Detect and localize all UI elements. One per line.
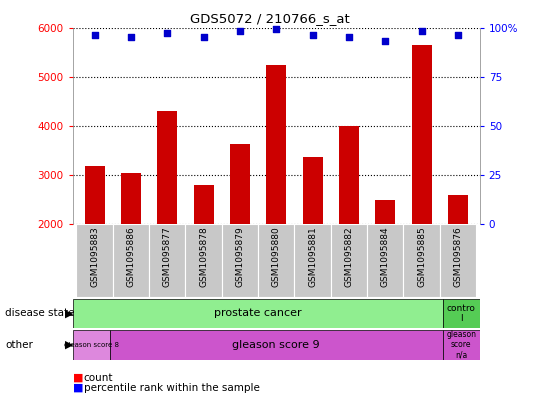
Text: GSM1095878: GSM1095878 <box>199 226 208 287</box>
Bar <box>149 224 185 297</box>
Text: GSM1095882: GSM1095882 <box>344 226 354 287</box>
Bar <box>440 224 476 297</box>
Bar <box>157 110 177 322</box>
Text: GSM1095885: GSM1095885 <box>417 226 426 287</box>
Text: GSM1095883: GSM1095883 <box>90 226 99 287</box>
Point <box>417 28 426 35</box>
Text: ■: ■ <box>73 383 83 393</box>
Bar <box>77 224 113 297</box>
Bar <box>73 330 110 360</box>
Bar <box>302 157 322 322</box>
Bar <box>266 65 286 322</box>
Point <box>454 32 462 39</box>
Text: gleason
score
n/a: gleason score n/a <box>446 330 476 360</box>
Text: GSM1095886: GSM1095886 <box>127 226 135 287</box>
Point <box>308 32 317 39</box>
Bar <box>331 224 367 297</box>
Point <box>127 34 135 40</box>
Bar <box>294 224 331 297</box>
Text: ▶: ▶ <box>65 340 73 350</box>
Text: percentile rank within the sample: percentile rank within the sample <box>84 383 259 393</box>
Bar <box>412 45 432 322</box>
Point <box>199 34 208 40</box>
Bar <box>185 224 222 297</box>
Text: GSM1095884: GSM1095884 <box>381 226 390 287</box>
Point <box>236 28 244 35</box>
Text: GSM1095877: GSM1095877 <box>163 226 172 287</box>
Bar <box>375 200 395 322</box>
Bar <box>367 224 403 297</box>
Text: GDS5072 / 210766_s_at: GDS5072 / 210766_s_at <box>190 12 349 25</box>
Point <box>163 30 171 37</box>
Text: other: other <box>5 340 33 350</box>
Bar <box>110 330 443 360</box>
Text: prostate cancer: prostate cancer <box>214 309 301 318</box>
Text: contro
l: contro l <box>447 304 475 323</box>
Bar <box>194 185 213 322</box>
Bar <box>403 224 440 297</box>
Text: GSM1095881: GSM1095881 <box>308 226 317 287</box>
Point <box>381 38 390 44</box>
Text: ■: ■ <box>73 373 83 383</box>
Text: GSM1095876: GSM1095876 <box>453 226 462 287</box>
Bar <box>230 144 250 322</box>
Text: GSM1095879: GSM1095879 <box>236 226 244 287</box>
Bar <box>85 166 105 322</box>
Point <box>344 34 353 40</box>
Text: disease state: disease state <box>5 309 75 318</box>
Text: GSM1095880: GSM1095880 <box>272 226 281 287</box>
Text: ▶: ▶ <box>65 309 73 318</box>
Bar <box>222 224 258 297</box>
Point <box>90 32 99 39</box>
Text: gleason score 9: gleason score 9 <box>232 340 320 350</box>
Bar <box>443 330 480 360</box>
Text: gleason score 8: gleason score 8 <box>64 342 119 348</box>
Bar <box>121 173 141 322</box>
Bar <box>339 126 359 322</box>
Bar <box>113 224 149 297</box>
Bar <box>258 224 294 297</box>
Bar <box>443 299 480 328</box>
Point <box>272 26 281 33</box>
Text: count: count <box>84 373 113 383</box>
Bar <box>448 195 468 322</box>
